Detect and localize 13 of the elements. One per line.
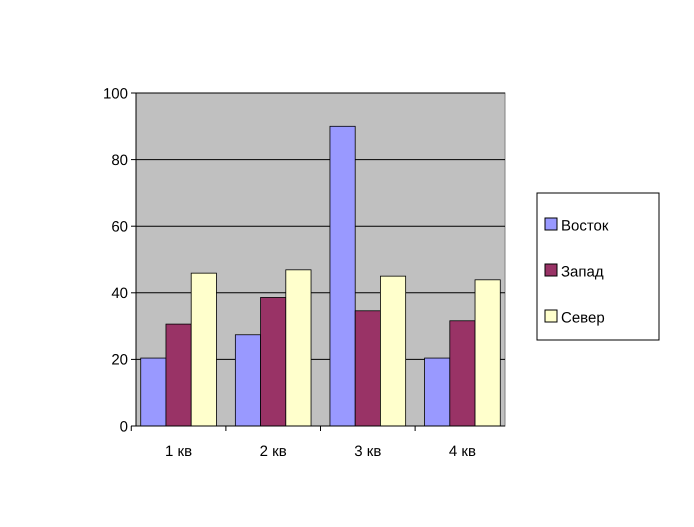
x-tick-label: 4 кв — [448, 443, 476, 460]
x-tick-label: 1 кв — [165, 443, 192, 460]
y-tick-label: 20 — [111, 352, 128, 369]
y-tick-label: 0 — [120, 418, 128, 436]
y-tick-label: 40 — [111, 285, 128, 302]
y-tick-label: 60 — [111, 218, 128, 236]
legend-label: Восток — [561, 217, 609, 234]
legend-label: Север — [561, 309, 605, 326]
legend-label: Запад — [561, 263, 604, 280]
x-tick-label: 3 кв — [354, 443, 382, 460]
y-tick-label: 80 — [111, 152, 128, 169]
y-tick-label: 100 — [102, 85, 128, 102]
x-tick-label: 2 кв — [260, 443, 287, 460]
